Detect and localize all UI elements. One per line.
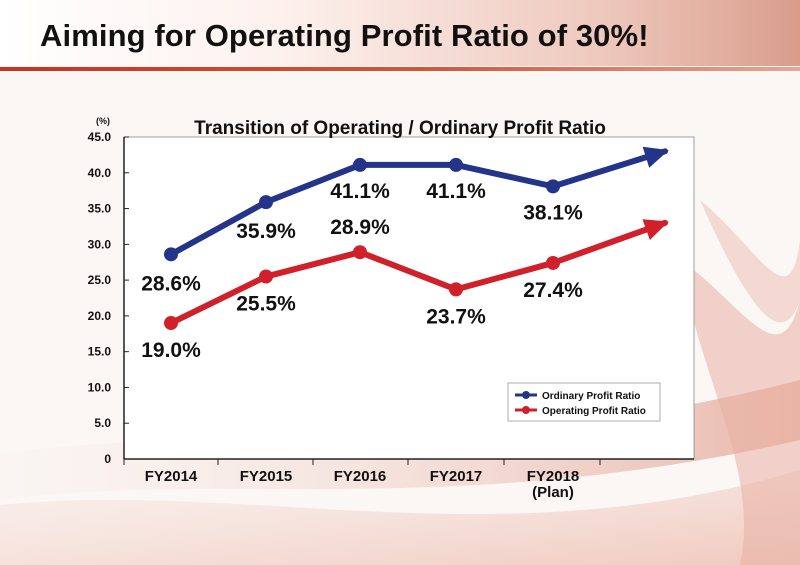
y-tick-label: 0	[104, 452, 111, 466]
x-tick-label: (Plan)	[532, 484, 574, 501]
data-point-operating	[449, 282, 463, 297]
data-label-ordinary: 41.1%	[330, 180, 390, 203]
data-label-ordinary: 35.9%	[236, 220, 296, 243]
data-label-ordinary: 38.1%	[523, 201, 583, 224]
data-label-operating: 19.0%	[141, 339, 201, 362]
y-tick-label: 15.0	[88, 345, 112, 359]
y-tick-label: 10.0	[88, 380, 112, 394]
x-tick-label: FY2015	[240, 468, 293, 485]
data-point-ordinary	[449, 157, 463, 172]
y-tick-label: 5.0	[94, 416, 111, 430]
legend-label-ordinary: Ordinary Profit Ratio	[542, 391, 640, 402]
legend-marker-ordinary	[522, 391, 530, 399]
x-tick-label: FY2017	[430, 468, 483, 485]
legend-marker-operating	[522, 406, 530, 414]
data-label-ordinary: 41.1%	[426, 180, 486, 203]
data-point-ordinary	[353, 157, 367, 172]
y-tick-label: 45.0	[88, 130, 112, 144]
data-point-operating	[546, 255, 560, 270]
series-line-ordinary	[168, 148, 668, 258]
chart-title: Transition of Operating / Ordinary Profi…	[194, 118, 606, 139]
data-label-operating: 27.4%	[523, 279, 583, 302]
slide-title: Aiming for Operating Profit Ratio of 30%…	[40, 18, 649, 53]
data-point-operating	[164, 316, 178, 331]
legend-box	[507, 382, 661, 422]
y-tick-label: 40.0	[88, 166, 112, 180]
y-tick-label: 25.0	[88, 273, 112, 287]
data-point-operating	[353, 245, 367, 260]
series-line-operating	[168, 219, 668, 327]
data-point-operating	[259, 269, 273, 284]
x-tick-label: FY2016	[334, 468, 387, 485]
data-label-operating: 25.5%	[236, 293, 296, 316]
data-point-ordinary	[164, 247, 178, 262]
data-label-operating: 28.9%	[330, 216, 390, 239]
y-unit-label: (%)	[96, 116, 110, 126]
data-label-operating: 23.7%	[426, 305, 486, 328]
x-tick-label: FY2018	[527, 468, 580, 485]
y-tick-label: 20.0	[88, 309, 112, 323]
title-rule	[0, 67, 800, 71]
legend: Ordinary Profit Ratio Operating Profit Ra…	[507, 382, 661, 422]
data-point-ordinary	[546, 179, 560, 194]
series-arrow-operating	[642, 219, 669, 240]
y-tick-label: 35.0	[88, 202, 112, 216]
x-tick-label: FY2014	[145, 468, 198, 485]
title-bar	[0, 0, 800, 66]
legend-label-operating: Operating Profit Ratio	[542, 406, 646, 417]
series-arrow-ordinary	[642, 146, 669, 168]
data-point-ordinary	[259, 195, 273, 210]
y-tick-label: 30.0	[88, 237, 112, 251]
data-label-ordinary: 28.6%	[141, 272, 201, 295]
